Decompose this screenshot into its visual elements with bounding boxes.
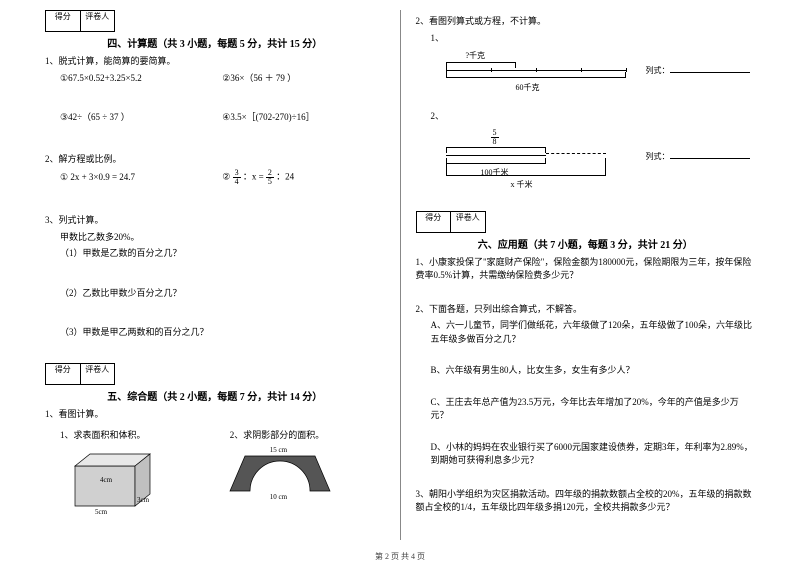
q4-2b-prefix: ②: [222, 172, 230, 182]
q4-1: 1、脱式计算，能简算的要简算。: [45, 55, 385, 69]
section-4-title: 四、计算题（共 3 小题，每题 5 分，共计 15 分）: [45, 35, 385, 50]
q6-1: 1、小康家投保了"家庭财产保险"，保险金额为180000元，保险期限为三年，按年…: [416, 256, 756, 283]
section-5-title: 五、综合题（共 2 小题，每题 7 分，共计 14 分）: [45, 388, 385, 403]
frac-d: 4: [233, 178, 241, 186]
fig2-eq-label: 列式：: [646, 152, 670, 161]
frac-d: 8: [491, 138, 499, 146]
q6-2: 2、下面各题，只列出综合算式，不解答。: [416, 303, 756, 317]
q6-2d: D、小林的妈妈在农业银行买了6000元国家建设债券，定期3年，年利率为2.89%…: [431, 441, 756, 468]
score-label: 得分: [46, 364, 81, 384]
fig1-top-label: ?千克: [466, 50, 486, 61]
cuboid-w: 5cm: [95, 508, 107, 516]
arch-bot: 10 cm: [270, 493, 287, 501]
score-label: 得分: [46, 11, 81, 31]
frac-d: 5: [266, 178, 274, 186]
score-box: 得分 评卷人: [45, 10, 115, 32]
qr-2-2: 2、: [431, 110, 756, 124]
cuboid-h: 4cm: [100, 476, 112, 484]
arch-figure: 15 cm 10 cm: [225, 446, 335, 506]
q5-1b: 2、求阴影部分的面积。: [230, 429, 385, 443]
q4-1d: ④3.5×［(702-270)÷16］: [222, 111, 384, 125]
q4-2b-mid: ：x =: [243, 172, 266, 182]
score-box: 得分 评卷人: [416, 211, 486, 233]
grader-label: 评卷人: [451, 212, 485, 232]
cuboid-figure: 4cm 3cm 5cm: [65, 446, 155, 506]
q4-1b: ②36×（56 ＋ 79 ）: [222, 72, 384, 86]
score-label: 得分: [417, 212, 452, 232]
qr-2: 2、看图列算式或方程，不计算。: [416, 15, 756, 29]
score-box: 得分 评卷人: [45, 363, 115, 385]
q4-3: 3、列式计算。: [45, 214, 385, 228]
arch-top: 15 cm: [270, 446, 287, 454]
grader-label: 评卷人: [81, 11, 115, 31]
section-6-title: 六、应用题（共 7 小题，每题 3 分，共计 21 分）: [416, 236, 756, 251]
q5-1a: 1、求表面积和体积。: [60, 429, 215, 443]
q5-1: 1、看图计算。: [45, 408, 385, 422]
q6-3: 3、朝阳小学组织为灾区捐款活动。四年级的捐款数额占全校的20%，五年级的捐款数额…: [416, 488, 756, 515]
q4-3c: （3）甲数是甲乙两数和的百分之几？: [60, 326, 385, 340]
q4-3b: （2）乙数比甲数少百分之几？: [60, 287, 385, 301]
cuboid-d: 3cm: [137, 496, 149, 504]
grader-label: 评卷人: [81, 364, 115, 384]
qr-2-1: 1、: [431, 32, 756, 46]
q4-2: 2、解方程或比例。: [45, 153, 385, 167]
q4-3-desc: 甲数比乙数多20%。: [60, 231, 385, 245]
bracket-figure-1: ?千克 60千克 列式：: [446, 50, 756, 105]
fig1-bot-label: 60千克: [516, 82, 540, 93]
q4-1c: ③42÷（65 ÷ 37 ）: [60, 111, 222, 125]
q4-2b: ② 34 ：x = 25 ：24: [222, 169, 384, 186]
q4-1a: ①67.5×0.52+3.25×5.2: [60, 72, 222, 86]
q4-2b-suffix: ：24: [276, 172, 294, 182]
bracket-figure-2: 58 100千米 x 千米 列式：: [446, 129, 756, 194]
q6-2c: C、王庄去年总产值为23.5万元，今年比去年增加了20%，今年的产值是多少万元？: [431, 396, 756, 423]
q4-2a: ① 2x + 3×0.9 = 24.7: [60, 171, 222, 185]
q4-3a: （1）甲数是乙数的百分之几？: [60, 247, 385, 261]
answer-line: [670, 72, 750, 73]
q6-2b: B、六年级有男生80人，比女生多，女生有多少人？: [431, 364, 756, 378]
q6-2a: A、六一儿童节，同学们做纸花，六年级做了120朵，五年级做了100朵，六年级比五…: [431, 319, 756, 346]
page-number: 第 2 页 共 4 页: [0, 551, 800, 562]
fig1-eq-label: 列式：: [646, 66, 670, 75]
answer-line: [670, 158, 750, 159]
fig2-x-label: x 千米: [511, 179, 533, 190]
